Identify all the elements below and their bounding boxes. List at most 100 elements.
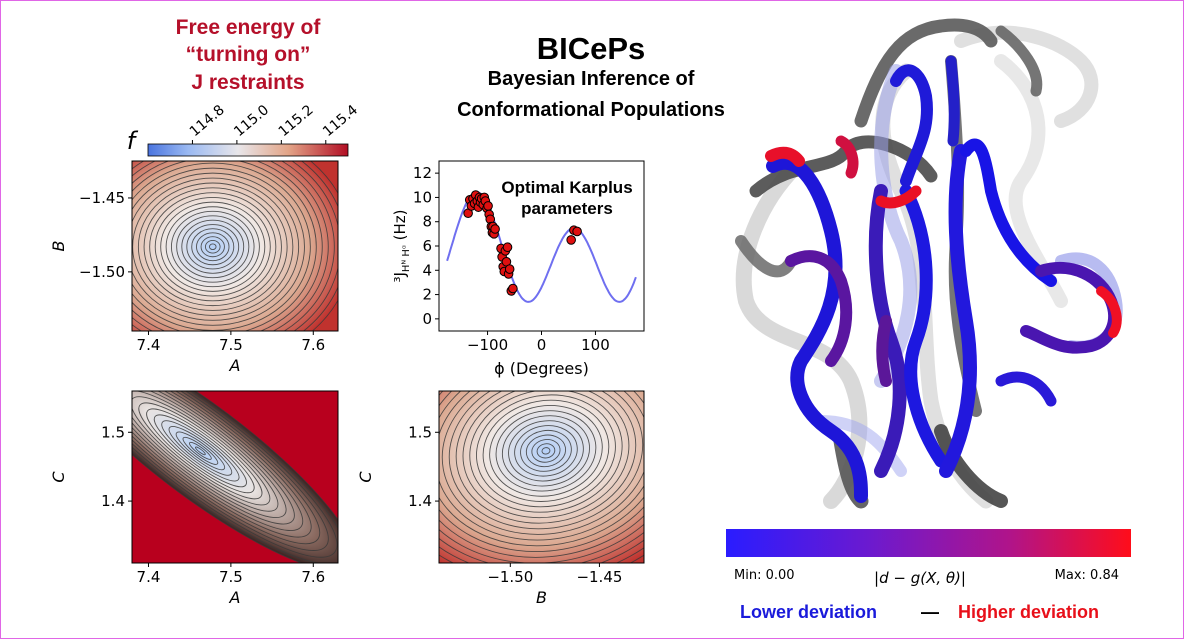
contour-line — [132, 391, 338, 558]
contour-line — [469, 391, 623, 513]
contour-line — [132, 167, 305, 326]
contour-line — [132, 391, 338, 563]
contour-plot-B-C: −1.50 −1.45 1.5 1.4 B C — [356, 390, 645, 607]
contour-line — [132, 391, 295, 525]
contour-line — [176, 215, 250, 279]
contour-line — [520, 429, 572, 472]
contour-line — [168, 426, 233, 476]
figure-title: BICePs — [537, 31, 646, 66]
y-axis-label: C — [49, 471, 68, 483]
contour-line — [137, 182, 288, 311]
contour-line — [132, 391, 338, 563]
y-tick-label: 10 — [413, 188, 432, 206]
x-axis-label: B — [536, 588, 547, 607]
data-point — [566, 235, 576, 245]
free-energy-line1: Free energy of — [176, 16, 322, 39]
y-tick-label: 1.5 — [101, 423, 125, 441]
y-tick-label: −1.45 — [79, 189, 125, 207]
contour-line — [536, 443, 556, 459]
x-tick-label: 7.5 — [219, 568, 243, 586]
colorbar-f — [147, 143, 349, 157]
y-axis-label: ³JHᴺ Hᵅ (Hz) — [391, 209, 412, 282]
colorbar-max-label: Max: 0.84 — [1055, 568, 1119, 583]
x-tick-label: 7.4 — [137, 568, 161, 586]
contour-line — [132, 172, 300, 321]
y-tick-label: 0 — [422, 310, 432, 328]
contour-line — [439, 391, 644, 541]
contour-line — [204, 240, 221, 254]
x-tick-label: 0 — [537, 336, 547, 354]
contour-line — [132, 391, 321, 545]
contour-fill — [132, 391, 338, 563]
data-point — [572, 226, 582, 237]
legend-higher-deviation: Higher deviation — [958, 602, 1099, 622]
colorbar-f-tick-label: 114.8 — [187, 102, 228, 140]
y-tick-label: 8 — [422, 213, 432, 231]
contour-line — [160, 201, 266, 292]
contour-line — [132, 391, 279, 512]
protein-ribbon-structure — [735, 18, 1123, 509]
contour-plot-A-B: 7.4 7.5 7.6 −1.45 −1.50 A B — [49, 160, 339, 375]
contour-line — [165, 206, 260, 288]
contour-line — [195, 446, 206, 456]
contour-line — [514, 425, 578, 477]
x-tick-label: −100 — [467, 336, 508, 354]
contour-line — [439, 391, 644, 558]
x-axis-label: ϕ (Degrees) — [494, 359, 589, 378]
contour-fill — [132, 161, 338, 331]
x-tick-label: −1.45 — [576, 568, 622, 586]
contour-line — [531, 439, 561, 463]
contour-line — [186, 224, 240, 270]
contour-line — [146, 408, 255, 494]
x-tick-label: 7.4 — [137, 336, 161, 354]
contour-line — [143, 187, 282, 307]
subtitle-line2: Conformational Populations — [457, 99, 725, 121]
contour-line — [132, 391, 304, 531]
contour-line — [132, 391, 329, 551]
contour-line — [439, 391, 644, 563]
plot-frame — [131, 390, 339, 564]
contour-line — [448, 391, 644, 530]
karplus-annotation-line2: parameters — [521, 199, 613, 218]
karplus-plot: −100 0 100 0 2 4 6 8 10 12 ϕ (Degrees) ³JHᴺ Hᵅ (Hz) — [391, 160, 645, 378]
contour-line — [439, 391, 644, 553]
contour-line — [132, 391, 287, 519]
data-point — [502, 242, 513, 253]
contour-line — [181, 219, 245, 274]
contour-line — [170, 210, 255, 283]
contour-line — [200, 236, 225, 258]
x-axis-label: A — [229, 356, 241, 375]
y-axis-label: B — [49, 241, 68, 252]
contour-line — [153, 414, 247, 488]
colorbar-f-tick-label: 115.0 — [231, 102, 272, 140]
contour-field — [132, 391, 338, 563]
data-point — [504, 264, 515, 274]
x-axis-label: A — [229, 588, 241, 607]
contour-line — [476, 394, 616, 508]
contour-line — [441, 391, 644, 535]
subtitle-line1: Bayesian Inference of — [488, 68, 695, 90]
contour-line — [462, 391, 630, 519]
contour-line — [439, 391, 644, 547]
contour-line — [132, 161, 335, 331]
contour-line — [482, 399, 610, 502]
legend-lower-deviation: Lower deviation — [740, 602, 877, 622]
data-point — [508, 283, 518, 294]
contour-line — [508, 420, 584, 482]
y-tick-label: 4 — [422, 261, 432, 279]
colorbar-f-tick-label: 115.4 — [320, 102, 361, 140]
contour-line — [149, 192, 277, 302]
y-tick-label: 1.4 — [408, 492, 432, 510]
contour-line — [175, 431, 226, 471]
plot-frame — [131, 160, 339, 332]
contour-line — [541, 447, 551, 455]
free-energy-line3: J restraints — [191, 71, 304, 94]
x-tick-label: 7.5 — [219, 336, 243, 354]
deviation-colorbar — [726, 529, 1131, 557]
y-tick-label: −1.50 — [79, 263, 125, 281]
y-tick-label: 2 — [422, 286, 432, 304]
contour-line — [455, 391, 637, 524]
x-tick-label: 100 — [581, 336, 610, 354]
